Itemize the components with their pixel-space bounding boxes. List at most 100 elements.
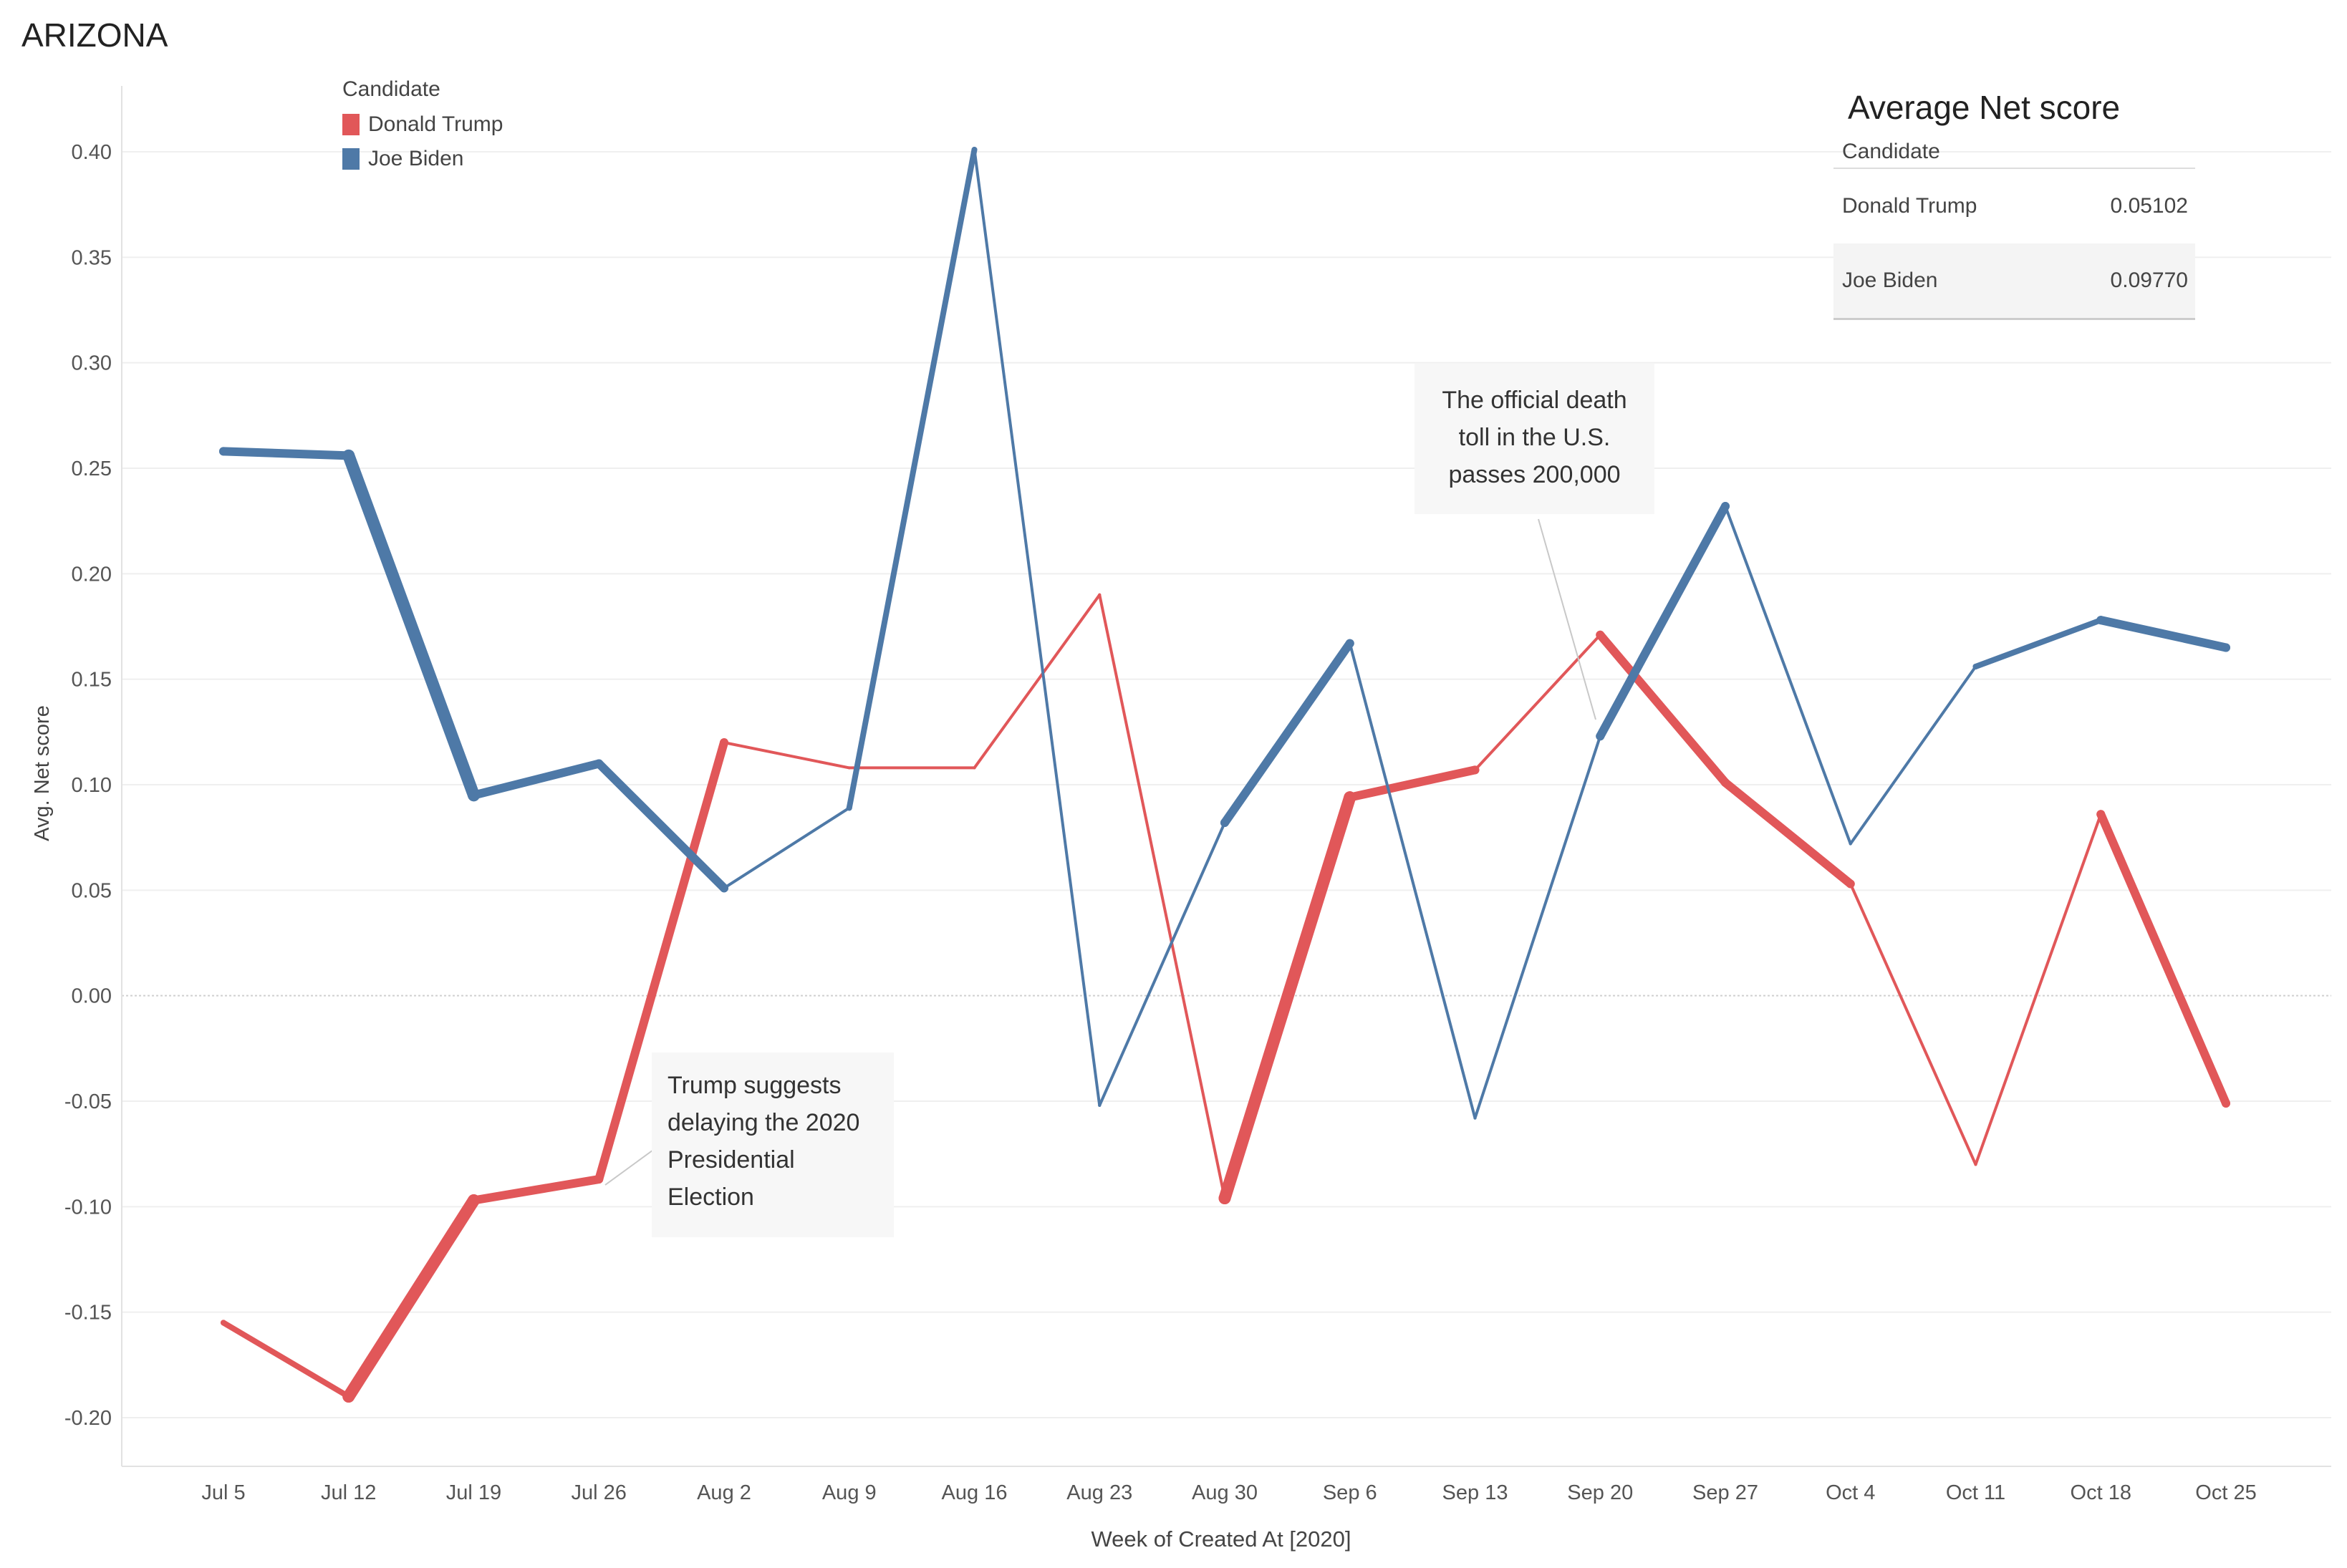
x-tick-label: Oct 18 [2071, 1481, 2131, 1504]
y-tick-label: 0.10 [72, 774, 112, 797]
joe-biden-data-point [594, 759, 604, 768]
joe-biden-data-point [1721, 502, 1730, 511]
x-tick-label: Aug 9 [822, 1481, 877, 1504]
covid-annotation-leader [1538, 518, 1596, 720]
donald-trump-line-segment [1473, 633, 1602, 772]
x-axis-label: Week of Created At [2020] [1091, 1526, 1351, 1552]
donald-trump-line-segment [1974, 813, 2103, 1166]
covid-annotation-line: The official death [1442, 387, 1627, 414]
gridlines [122, 151, 2331, 1418]
joe-biden-line-segment [219, 447, 353, 460]
donald-trump-line-segment [1098, 593, 1226, 1200]
donald-trump-line-segment [973, 593, 1102, 770]
trump-annotation-line: Presidential [668, 1146, 795, 1173]
x-tick-label: Sep 27 [1692, 1481, 1758, 1504]
donald-trump-data-point [2096, 810, 2106, 819]
donald-trump-data-point [342, 1390, 355, 1403]
donald-trump-data-point [1470, 765, 1480, 775]
donald-trump-data-point [1974, 1163, 1977, 1166]
summary-title: Average Net score [1848, 89, 2121, 126]
x-tick-label: Jul 12 [321, 1481, 376, 1504]
x-tick-label: Sep 6 [1323, 1481, 1377, 1504]
donald-trump-line-segment [342, 1194, 480, 1403]
y-tick-label: 0.40 [72, 141, 112, 164]
y-tick-labels: 0.40 0.35 0.30 0.25 0.20 0.15 0.10 0.05 0.00 -0.0… [64, 141, 112, 1430]
joe-biden-line-segment [1220, 639, 1354, 828]
y-tick-label: 0.30 [72, 352, 112, 375]
joe-biden-data-point [1972, 663, 1979, 669]
covid-annotation: The official death toll in the U.S. pass… [1415, 364, 1654, 514]
donald-trump-data-point [1846, 879, 1855, 889]
joe-biden-data-point [846, 805, 852, 811]
joe-biden-line-segment [594, 759, 728, 893]
y-tick-label: 0.20 [72, 563, 112, 586]
x-tick-label: Aug 2 [697, 1481, 751, 1504]
donald-trump-data-point [594, 1175, 604, 1184]
joe-biden-data-point [219, 447, 228, 456]
joe-biden-data-point [2096, 616, 2106, 625]
joe-biden-line-segment [723, 806, 851, 890]
legend-title: Candidate [342, 77, 440, 101]
donald-trump-line-segment [1218, 791, 1356, 1205]
legend-label-biden: Joe Biden [368, 147, 464, 170]
x-tick-label: Aug 30 [1192, 1481, 1258, 1504]
trump-annotation-line: delaying the 2020 [668, 1109, 860, 1136]
donald-trump-line-segment [1721, 778, 1855, 889]
donald-trump-data-point [973, 766, 976, 770]
summary-value: 0.09770 [2110, 268, 2188, 292]
legend-item-trump[interactable]: Donald Trump [342, 107, 503, 142]
donald-trump-data-point [1596, 630, 1605, 639]
joe-biden-line-segment [1348, 642, 1477, 1120]
page-title: ARIZONA [21, 16, 168, 54]
donald-trump-data-point [1344, 791, 1356, 804]
donald-trump-line-segment [594, 738, 728, 1184]
joe-biden-line-segment [342, 449, 480, 802]
trump-color-swatch [342, 114, 360, 135]
joe-biden-line-segment [846, 147, 978, 811]
donald-trump-line-segment [221, 1320, 352, 1400]
donald-trump-line-segment [469, 1175, 604, 1205]
summary-row-biden: Joe Biden 0.09770 [1833, 243, 2195, 320]
donald-trump-line-segment [2096, 810, 2230, 1108]
y-tick-label: -0.15 [64, 1302, 112, 1325]
y-tick-label: 0.05 [72, 879, 112, 902]
x-tick-label: Aug 16 [942, 1481, 1008, 1504]
donald-trump-line-segment [1596, 630, 1730, 788]
y-axis-label: Avg. Net score [31, 705, 54, 841]
joe-biden-line-segment [1596, 502, 1730, 741]
joe-biden-data-point [1345, 639, 1354, 648]
donald-trump-data-point [468, 1194, 480, 1206]
summary-value: 0.05102 [2110, 194, 2188, 218]
legend-label-trump: Donald Trump [368, 112, 503, 136]
y-tick-label: 0.35 [72, 246, 112, 269]
joe-biden-data-point [720, 884, 728, 893]
donald-trump-data-point [720, 738, 728, 747]
x-tick-label: Aug 23 [1066, 1481, 1132, 1504]
y-tick-label: 0.25 [72, 458, 112, 480]
y-tick-label: -0.20 [64, 1407, 112, 1430]
joe-biden-line-segment [1098, 821, 1226, 1107]
trump-annotation-line: Trump suggests [668, 1072, 842, 1099]
joe-biden-data-point [1098, 1103, 1102, 1107]
x-tick-label: Oct 4 [1826, 1481, 1875, 1504]
covid-annotation-line: toll in the U.S. [1458, 424, 1611, 451]
joe-biden-line-segment [973, 148, 1102, 1107]
x-tick-label: Jul 5 [201, 1481, 245, 1504]
x-tick-label: Oct 11 [1946, 1481, 2005, 1504]
joe-biden-line-segment [1724, 505, 1852, 846]
summary-row-trump: Donald Trump 0.05102 [1833, 169, 2195, 243]
y-tick-label: -0.10 [64, 1196, 112, 1219]
x-tick-label: Oct 25 [2195, 1481, 2256, 1504]
x-tick-label: Jul 26 [572, 1481, 627, 1504]
donald-trump-data-point [2222, 1098, 2230, 1108]
legend-item-biden[interactable]: Joe Biden [342, 142, 503, 176]
joe-biden-data-point [1473, 1116, 1477, 1120]
joe-biden-line-segment [1849, 664, 1977, 846]
summary-name: Donald Trump [1842, 194, 1977, 218]
y-tick-label: 0.15 [72, 669, 112, 692]
joe-biden-data-point [971, 147, 978, 153]
average-score-table: Average Net score Candidate Donald Trump… [1833, 79, 2195, 320]
joe-biden-data-point [468, 789, 480, 802]
joe-biden-line-segment [2096, 616, 2230, 652]
